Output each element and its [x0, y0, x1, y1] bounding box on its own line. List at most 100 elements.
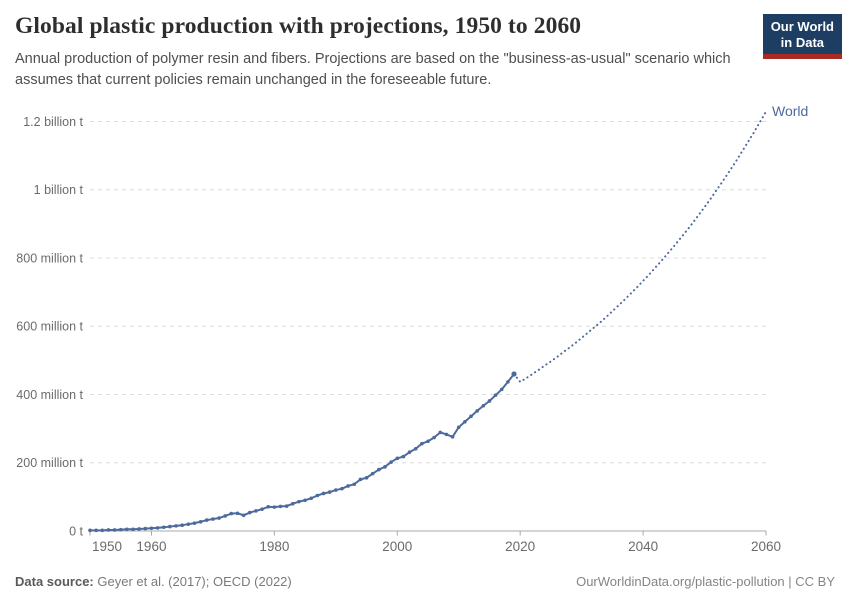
- data-point-marker: [198, 519, 203, 524]
- data-point-marker: [309, 496, 314, 501]
- data-point-marker: [272, 505, 277, 509]
- data-point-marker: [229, 511, 234, 516]
- series-label-world[interactable]: World: [772, 103, 808, 119]
- data-point-marker: [149, 526, 154, 531]
- data-point-marker: [321, 491, 326, 496]
- data-point-marker: [303, 498, 307, 503]
- data-point-marker: [88, 528, 92, 533]
- data-point-marker: [438, 430, 443, 435]
- data-source-note: Data source: Geyer et al. (2017); OECD (…: [15, 574, 292, 589]
- data-point-marker: [155, 526, 160, 530]
- data-point-marker: [161, 525, 166, 530]
- data-point-marker: [168, 524, 172, 529]
- data-point-marker: [186, 522, 191, 526]
- data-point-marker: [346, 484, 350, 488]
- data-point-marker: [444, 432, 449, 437]
- data-point-marker: [174, 524, 178, 528]
- data-point-marker: [499, 387, 504, 392]
- data-point-marker: [106, 528, 111, 532]
- data-point-marker: [389, 460, 393, 464]
- data-point-marker: [370, 471, 375, 476]
- y-tick-label: 400 million t: [16, 388, 83, 402]
- chart-subtitle: Annual production of polymer resin and f…: [15, 51, 731, 89]
- data-point-marker: [426, 439, 430, 444]
- data-point-marker: [131, 527, 135, 532]
- owid-logo-line1: Our World: [770, 19, 834, 34]
- y-tick-label: 1.2 billion t: [23, 115, 83, 129]
- y-tick-label: 600 million t: [16, 320, 83, 334]
- data-point-marker: [284, 504, 289, 508]
- data-point-marker: [260, 507, 264, 511]
- data-point-marker: [511, 371, 517, 377]
- x-tick-label: 2060: [751, 539, 781, 554]
- x-tick-label: 2020: [505, 539, 535, 554]
- data-point-marker: [383, 465, 387, 469]
- data-point-marker: [254, 509, 258, 513]
- data-point-marker: [247, 510, 252, 515]
- data-point-marker: [217, 516, 221, 520]
- data-point-marker: [432, 435, 436, 440]
- data-point-marker: [180, 523, 184, 527]
- data-point-marker: [334, 488, 338, 492]
- data-point-marker: [235, 511, 240, 516]
- data-source-label: Data source:: [15, 574, 94, 589]
- data-point-marker: [291, 501, 295, 506]
- data-point-marker: [125, 527, 129, 532]
- x-tick-label: 1960: [136, 539, 166, 554]
- y-tick-label: 200 million t: [16, 456, 83, 470]
- data-point-marker: [266, 504, 271, 509]
- data-point-marker: [278, 504, 283, 509]
- data-point-marker: [364, 475, 369, 480]
- owid-logo-line2: in Data: [780, 34, 825, 50]
- data-point-marker: [137, 527, 141, 531]
- data-point-marker: [493, 393, 498, 397]
- data-point-marker: [463, 420, 467, 424]
- data-point-marker: [401, 454, 406, 459]
- data-point-marker: [352, 482, 357, 487]
- plastic-production-line-chart[interactable]: 0 t 200 million t 400 million t 600 million…: [0, 100, 850, 560]
- series-line-world-projection[interactable]: [513, 110, 767, 383]
- x-tick-label: 2000: [382, 539, 412, 554]
- data-point-marker: [456, 425, 461, 430]
- data-point-marker: [94, 528, 98, 533]
- chart-title: Global plastic production with projectio…: [15, 13, 582, 39]
- chart-footer: Data source: Geyer et al. (2017); OECD (…: [15, 574, 835, 589]
- data-source-value: Geyer et al. (2017); OECD (2022): [97, 574, 292, 589]
- data-point-marker: [506, 380, 510, 384]
- data-point-marker: [469, 414, 473, 419]
- data-point-marker: [241, 513, 246, 518]
- x-tick-label: 2040: [628, 539, 658, 554]
- data-point-marker: [475, 409, 479, 413]
- data-point-marker: [377, 467, 381, 472]
- owid-logo[interactable]: Our World in Data: [762, 14, 842, 59]
- data-point-marker: [192, 521, 197, 525]
- data-point-marker: [481, 403, 486, 408]
- data-point-marker: [204, 518, 209, 522]
- chart-header: Global plastic production with projectio…: [15, 0, 842, 92]
- data-point-marker: [327, 490, 332, 494]
- data-point-marker: [143, 526, 148, 531]
- x-tick-label: 1950: [92, 539, 122, 554]
- data-point-marker: [407, 450, 412, 454]
- y-tick-label: 800 million t: [16, 251, 83, 265]
- series-line-world-historical[interactable]: [90, 373, 515, 532]
- y-tick-label: 0 t: [69, 524, 83, 538]
- data-point-marker: [450, 435, 455, 439]
- data-point-marker: [211, 517, 215, 521]
- data-point-marker: [358, 477, 363, 482]
- data-point-marker: [315, 493, 320, 498]
- data-point-marker: [118, 527, 123, 532]
- footer-credit-link[interactable]: OurWorldinData.org/plastic-pollution | C…: [576, 574, 835, 589]
- data-point-marker: [112, 528, 117, 532]
- y-tick-label: 1 billion t: [34, 183, 84, 197]
- data-point-marker: [297, 499, 301, 504]
- data-point-marker: [223, 514, 227, 518]
- data-point-marker: [420, 441, 424, 446]
- data-point-marker: [395, 456, 400, 461]
- data-point-marker: [413, 446, 418, 451]
- data-point-marker: [340, 486, 344, 491]
- x-tick-label: 1980: [259, 539, 289, 554]
- data-point-marker: [100, 528, 105, 533]
- data-point-marker: [487, 399, 492, 403]
